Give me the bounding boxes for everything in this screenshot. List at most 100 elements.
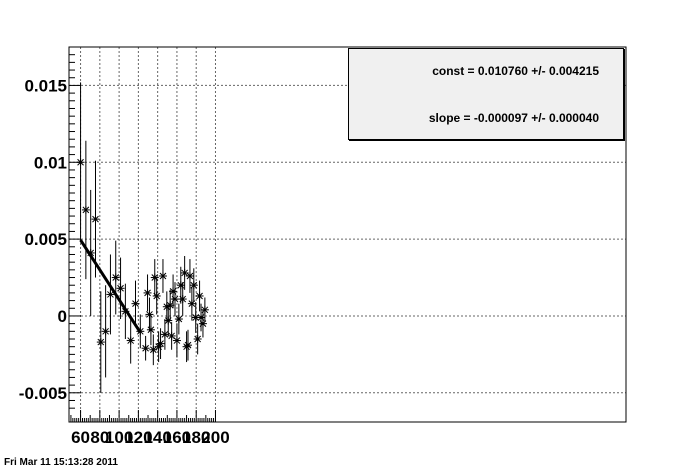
marker-stroke bbox=[132, 300, 139, 308]
y-tick-label: 0 bbox=[58, 307, 67, 326]
marker-stroke bbox=[157, 340, 164, 347]
marker-stroke bbox=[175, 315, 183, 323]
marker-stroke bbox=[164, 317, 172, 324]
data-point bbox=[156, 339, 165, 348]
marker-stroke bbox=[168, 332, 175, 340]
x-tick-label: 120 bbox=[124, 428, 152, 447]
linear-fit bbox=[79, 239, 142, 334]
marker-stroke bbox=[153, 292, 161, 300]
data-point bbox=[193, 335, 202, 344]
marker-stroke bbox=[149, 346, 157, 354]
marker-stroke bbox=[82, 206, 90, 214]
data-point bbox=[189, 281, 198, 290]
data-point bbox=[143, 288, 152, 297]
marker-stroke bbox=[112, 274, 120, 281]
data-point bbox=[200, 305, 209, 314]
y-tick-labels: -0.005 0 0.005 0.01 0.015 bbox=[19, 76, 67, 402]
marker-stroke bbox=[188, 300, 196, 308]
marker-stroke bbox=[117, 284, 124, 292]
data-point bbox=[158, 271, 167, 280]
marker-stroke bbox=[181, 269, 188, 277]
data-point bbox=[81, 205, 90, 214]
data-point bbox=[197, 313, 206, 322]
y-tick-label: 0.005 bbox=[24, 230, 67, 249]
data-point bbox=[126, 336, 135, 345]
data-point bbox=[180, 268, 189, 277]
data-point bbox=[152, 291, 161, 300]
data-point bbox=[187, 299, 196, 308]
marker-stroke bbox=[184, 341, 192, 349]
marker-stroke bbox=[192, 314, 200, 321]
data-point bbox=[198, 319, 207, 328]
marker-stroke bbox=[166, 301, 174, 309]
marker-stroke bbox=[199, 320, 207, 327]
fit-line bbox=[79, 239, 142, 334]
data-point bbox=[111, 273, 120, 282]
data-point bbox=[195, 291, 204, 300]
x-tick-label: 180 bbox=[182, 428, 210, 447]
marker-stroke bbox=[177, 281, 185, 289]
marker-stroke bbox=[161, 331, 169, 338]
data-markers bbox=[76, 158, 209, 354]
data-point bbox=[101, 327, 110, 336]
data-point bbox=[145, 310, 154, 319]
marker-stroke bbox=[142, 344, 149, 352]
marker-stroke bbox=[97, 338, 105, 346]
slope-stat: slope = -0.000097 +/- 0.000040 bbox=[428, 111, 599, 125]
marker-stroke bbox=[179, 295, 187, 303]
x-tick-label: 160 bbox=[163, 428, 191, 447]
marker-stroke bbox=[146, 311, 153, 318]
marker-stroke bbox=[186, 272, 194, 280]
data-point bbox=[116, 284, 125, 293]
const-stat: const = 0.010760 +/- 0.004215 bbox=[432, 64, 599, 78]
y-tick-label: 0.015 bbox=[24, 76, 67, 95]
marker-stroke bbox=[144, 289, 151, 297]
marker-stroke bbox=[147, 326, 155, 334]
data-point bbox=[141, 344, 150, 353]
data-point bbox=[176, 281, 185, 290]
marker-stroke bbox=[196, 292, 203, 300]
x-tick-label: 200 bbox=[201, 428, 229, 447]
marker-stroke bbox=[194, 335, 202, 343]
marker-stroke bbox=[92, 215, 99, 223]
data-point bbox=[106, 290, 115, 299]
data-point bbox=[178, 295, 187, 304]
marker-stroke bbox=[171, 295, 179, 303]
data-point bbox=[172, 336, 181, 345]
data-point bbox=[91, 215, 100, 224]
x-tick-label: 80 bbox=[90, 428, 109, 447]
marker-stroke bbox=[151, 274, 159, 281]
marker-stroke bbox=[107, 291, 114, 298]
data-point bbox=[191, 313, 200, 322]
axis-ticks bbox=[69, 54, 216, 422]
data-point bbox=[149, 345, 158, 354]
marker-stroke bbox=[173, 337, 181, 344]
y-tick-label: 0.01 bbox=[34, 153, 67, 172]
marker-stroke bbox=[190, 281, 198, 289]
data-point bbox=[131, 299, 140, 308]
data-point bbox=[185, 271, 194, 280]
marker-stroke bbox=[169, 288, 177, 295]
data-point bbox=[160, 330, 169, 339]
x-tick-label: 100 bbox=[105, 428, 133, 447]
data-point bbox=[169, 287, 178, 296]
grid-lines bbox=[69, 47, 626, 422]
plot-frame bbox=[68, 46, 627, 423]
data-point bbox=[166, 301, 175, 310]
data-point bbox=[171, 295, 180, 304]
marker-stroke bbox=[127, 337, 135, 344]
x-tick-label: 60 bbox=[71, 428, 90, 447]
data-point bbox=[146, 325, 155, 334]
x-tick-label: 140 bbox=[143, 428, 171, 447]
timestamp-label: Fri Mar 11 15:13:28 2011 bbox=[4, 457, 118, 468]
data-point bbox=[184, 341, 193, 350]
data-point bbox=[96, 338, 105, 347]
fit-stats-box: const = 0.010760 +/- 0.004215 slope = -0… bbox=[348, 48, 624, 140]
marker-stroke bbox=[197, 314, 205, 321]
data-point bbox=[164, 316, 173, 325]
y-tick-label: -0.005 bbox=[19, 384, 67, 403]
data-point bbox=[150, 273, 159, 282]
marker-stroke bbox=[102, 327, 109, 335]
